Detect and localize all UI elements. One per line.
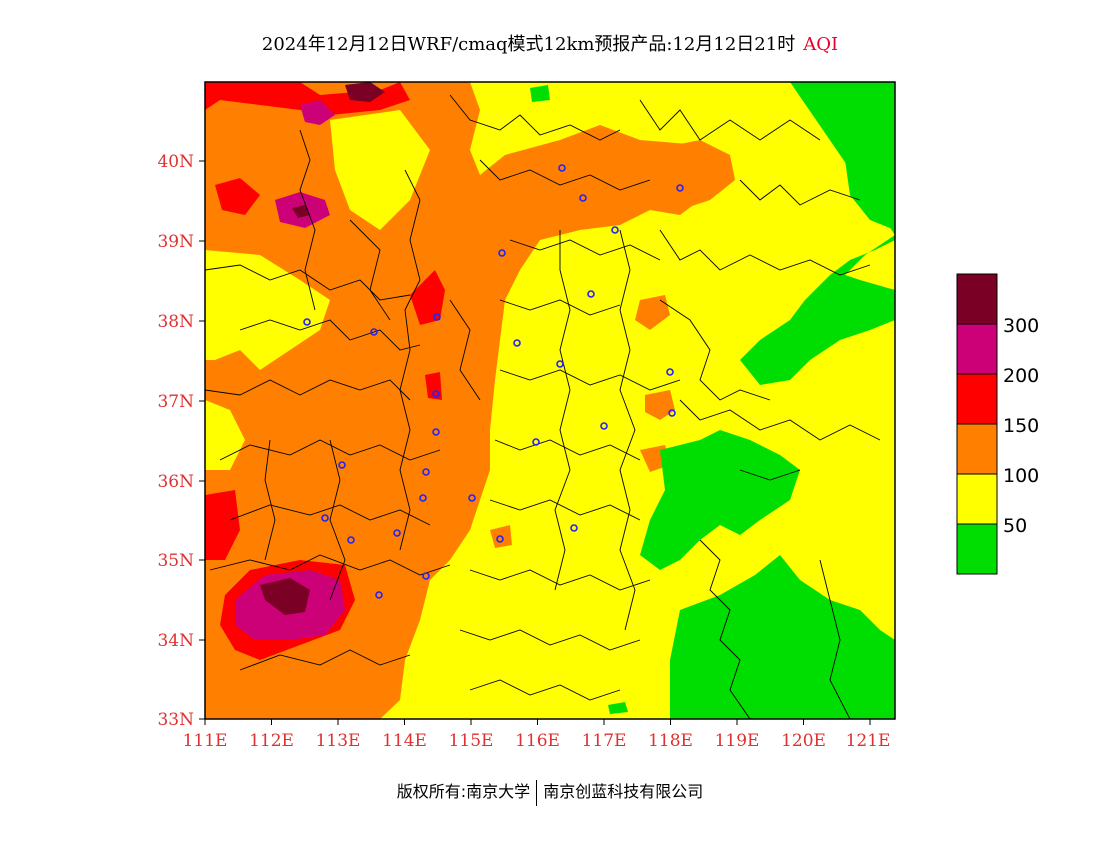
aqi-region-green-ne <box>845 150 895 230</box>
map-title: 2024年12月12日WRF/cmaq模式12km预报产品:12月12日21时 A… <box>0 30 1100 56</box>
legend-swatch-red <box>957 374 997 424</box>
city-marker <box>587 290 595 298</box>
legend-swatch-maroon <box>957 274 997 324</box>
legend-colorbar: 300 200 150 100 50 <box>956 273 1039 575</box>
city-marker <box>579 194 587 202</box>
y-tick-label: 37N <box>157 392 194 412</box>
aqi-region-orange-north-east <box>650 140 735 210</box>
city-marker <box>556 360 564 368</box>
y-tick-label: 34N <box>157 631 194 651</box>
aqi-region-green-southeast <box>670 555 895 719</box>
city-marker <box>558 164 566 172</box>
x-tick-label: 114E <box>382 731 427 751</box>
legend-swatch-green <box>957 524 997 574</box>
y-tick-label: 33N <box>157 710 194 730</box>
x-tick-label: 121E <box>846 731 891 751</box>
city-marker <box>600 422 608 430</box>
aqi-region-red-5 <box>205 82 410 115</box>
aqi-region-green-spot <box>608 702 628 714</box>
x-tick-label: 113E <box>316 731 361 751</box>
aqi-region-maroon-2 <box>345 82 385 102</box>
copyright-divider <box>536 779 538 806</box>
city-marker <box>432 390 440 398</box>
aqi-region-yellow-north <box>330 110 430 230</box>
aqi-region-yellow-west <box>205 250 330 370</box>
y-tick-label: 39N <box>157 232 194 252</box>
city-marker <box>432 428 440 436</box>
y-tick-label: 36N <box>157 472 194 492</box>
city-marker <box>570 524 578 532</box>
city-marker <box>422 572 430 580</box>
aqi-field <box>205 82 895 719</box>
city-marker <box>433 313 441 321</box>
copyright-footer: 版权所有:南京大学 南京创蓝科技有限公司 <box>0 778 1100 806</box>
aqi-region-red-2 <box>425 372 442 400</box>
title-text: 2024年12月12日WRF/cmaq模式12km预报产品:12月12日21时 <box>261 34 796 55</box>
legend-swatch-orange <box>957 424 997 474</box>
city-marker <box>375 591 383 599</box>
aqi-region-red-1 <box>410 270 445 325</box>
aqi-region-maroon-3 <box>292 205 310 218</box>
x-tick-label: 120E <box>781 731 826 751</box>
x-tick-label: 119E <box>715 731 760 751</box>
aqi-region-magenta-2 <box>300 100 335 125</box>
aqi-region-red-3 <box>205 490 240 560</box>
x-tick-label: 116E <box>515 731 560 751</box>
x-tick-label: 117E <box>582 731 627 751</box>
city-marker <box>393 529 401 537</box>
admin-boundaries <box>205 94 881 719</box>
y-tick-label: 35N <box>157 551 194 571</box>
y-tick-label: 38N <box>157 312 194 332</box>
aqi-region-orange-spot-2 <box>645 390 675 420</box>
city-marker <box>668 409 676 417</box>
legend-label: 150 <box>1003 415 1039 437</box>
city-marker <box>496 535 504 543</box>
y-tick-label: 40N <box>157 152 194 172</box>
legend-label: 200 <box>1003 365 1039 387</box>
legend-swatch-yellow <box>957 474 997 524</box>
city-marker <box>370 328 378 336</box>
city-marker <box>498 249 506 257</box>
x-axis-labels: 111E 112E 113E 114E 115E 116E 117E 118E … <box>183 731 891 751</box>
city-marker <box>611 226 619 234</box>
x-tick-label: 118E <box>648 731 693 751</box>
city-marker <box>513 339 521 347</box>
x-tick-label: 112E <box>249 731 294 751</box>
aqi-region-red-4 <box>215 178 260 215</box>
copyright-company: 南京创蓝科技有限公司 <box>543 782 704 801</box>
city-marker <box>321 514 329 522</box>
city-markers <box>303 164 684 599</box>
legend-label: 300 <box>1003 315 1039 337</box>
city-marker <box>419 494 427 502</box>
aqi-region-orange-spot-1 <box>635 295 670 330</box>
aqi-region-green-shandong <box>640 430 800 570</box>
aqi-region-green-north <box>530 85 550 102</box>
city-marker <box>676 184 684 192</box>
x-tick-label: 111E <box>183 731 228 751</box>
city-marker <box>347 536 355 544</box>
legend-label: 50 <box>1003 515 1027 537</box>
city-marker <box>338 461 346 469</box>
city-marker <box>422 468 430 476</box>
city-marker <box>532 438 540 446</box>
legend-swatch-magenta <box>957 324 997 374</box>
city-marker <box>303 318 311 326</box>
title-variable: AQI <box>803 34 839 55</box>
city-marker <box>468 494 476 502</box>
x-tick-label: 115E <box>449 731 494 751</box>
y-axis-labels: 40N 39N 38N 37N 36N 35N 34N 33N <box>157 152 194 730</box>
copyright-owner: 版权所有:南京大学 <box>396 782 531 801</box>
aqi-region-maroon-1 <box>260 578 310 615</box>
legend-label: 100 <box>1003 465 1039 487</box>
tick-marks <box>199 160 871 725</box>
city-marker <box>666 368 674 376</box>
